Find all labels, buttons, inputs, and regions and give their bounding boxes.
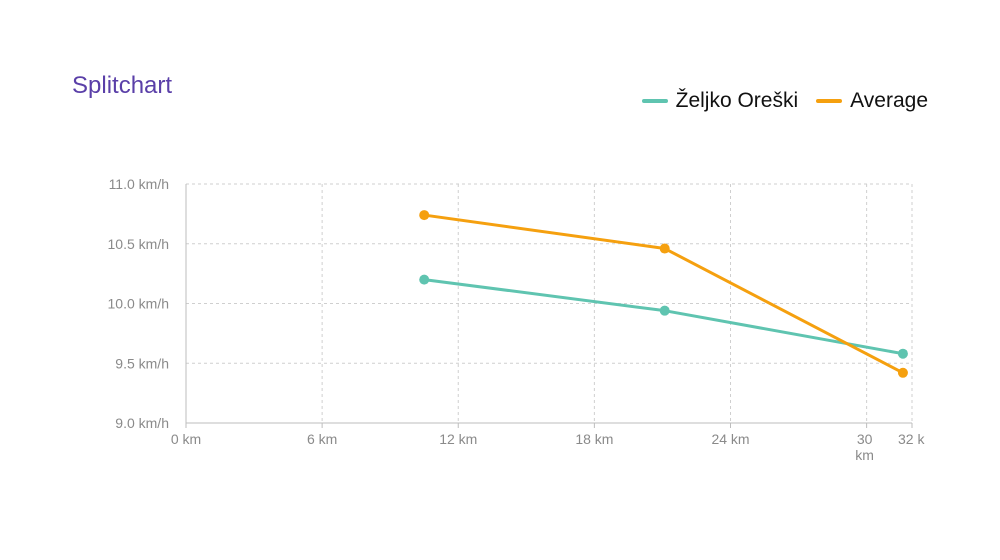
x-tick-label: 30 km: [855, 431, 874, 463]
x-tick-label: 32 k: [898, 431, 925, 447]
legend-label-series-2: Average: [850, 89, 928, 112]
series-2-point: [897, 367, 908, 378]
series-2-point: [419, 210, 430, 221]
legend-swatch-series-1: [641, 99, 668, 103]
y-tick-label: 10.5 km/h: [108, 236, 169, 252]
legend-swatch-series-2: [816, 99, 843, 103]
chart-title: Splitchart: [72, 72, 173, 99]
series-line-2: [422, 213, 905, 375]
y-tick-label: 9.0 km/h: [115, 415, 169, 431]
y-tick-label: 10.0 km/h: [108, 296, 169, 312]
series-line-1: [422, 278, 905, 356]
x-tick-label: 6 km: [307, 431, 337, 447]
x-tick-label: 0 km: [171, 431, 201, 447]
series-1-point: [419, 274, 430, 285]
legend-item-series-2[interactable]: Average: [816, 89, 928, 113]
x-tick-label: 24 km: [711, 431, 749, 447]
x-tick-label: 12 km: [439, 431, 477, 447]
x-tick-label: 18 km: [575, 431, 613, 447]
legend-label-series-1: Željko Oreški: [675, 89, 799, 112]
y-tick-label: 9.5 km/h: [115, 355, 169, 371]
series-2-point: [659, 243, 670, 254]
legend-item-series-1[interactable]: Željko Oreški: [641, 89, 799, 113]
series-1-point: [659, 305, 670, 316]
series-1-point: [897, 348, 908, 359]
y-tick-label: 11.0 km/h: [109, 176, 169, 192]
legend: Željko Oreški Average: [641, 89, 928, 113]
